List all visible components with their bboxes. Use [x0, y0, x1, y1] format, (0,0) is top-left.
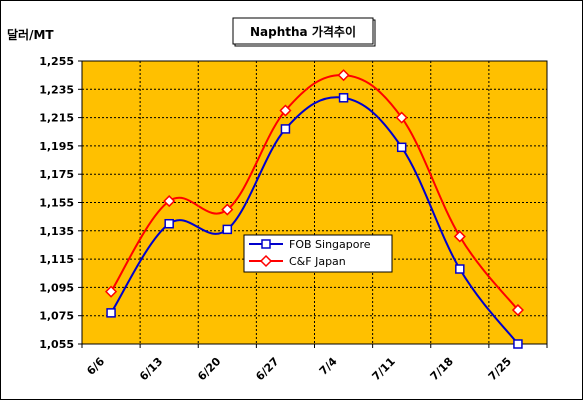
y-tick-label: 1,235	[39, 83, 74, 96]
legend-label: C&F Japan	[289, 255, 346, 268]
y-tick-label: 1,195	[39, 140, 74, 153]
chart-title-box: Naphtha 가격추이	[232, 17, 376, 47]
data-point	[455, 264, 465, 274]
data-point	[163, 195, 176, 208]
x-tick-label: 6/6	[84, 355, 107, 378]
y-tick-label: 1,135	[39, 225, 74, 238]
data-point	[337, 69, 350, 82]
data-point	[395, 111, 408, 124]
data-point	[280, 124, 291, 134]
x-tick-label: 7/25	[486, 355, 514, 383]
y-tick-label: 1,175	[39, 168, 74, 181]
y-tick-label: 1,155	[39, 197, 74, 210]
legend-marker	[259, 254, 273, 268]
data-point	[511, 303, 524, 317]
data-point	[279, 104, 292, 117]
y-tick-label: 1,115	[39, 253, 74, 266]
y-axis-ticks: 1,055 1,075 1,095 1,115 1,135 1,155 1,175 1,195…	[39, 55, 82, 351]
x-tick-label: 7/4	[317, 355, 340, 378]
x-tick-label: 6/20	[195, 355, 224, 384]
data-point	[106, 308, 116, 318]
data-point	[105, 285, 118, 298]
data-point	[164, 218, 174, 229]
y-tick-label: 1,215	[39, 112, 74, 125]
legend: FOB Singapore C&F Japan	[243, 234, 393, 273]
data-point	[453, 230, 466, 243]
title-box	[232, 17, 374, 45]
y-tick-label: 1,095	[39, 281, 74, 294]
chart-title: Naphtha 가격추이	[250, 24, 356, 39]
data-point	[396, 142, 407, 153]
x-tick-label: 6/13	[137, 355, 165, 383]
legend-marker	[261, 239, 271, 249]
series-2	[105, 69, 524, 317]
x-tick-label: 6/27	[253, 355, 281, 383]
y-tick-label: 1,255	[39, 55, 74, 68]
y-tick-label: 1,055	[39, 338, 74, 351]
y-tick-label: 1,075	[39, 310, 74, 323]
data-point	[338, 93, 349, 103]
unit-label: 달러/MT	[7, 27, 54, 42]
x-axis-ticks: 6/6 6/13 6/20 6/27 7/4 7/11 7/18 7/25	[81, 344, 548, 384]
legend-label: FOB Singapore	[289, 238, 371, 251]
series-1	[106, 93, 523, 349]
data-point	[221, 203, 234, 216]
data-point	[222, 224, 233, 235]
data-point	[513, 339, 523, 349]
x-tick-label: 7/11	[370, 355, 398, 383]
x-tick-label: 7/18	[428, 355, 456, 383]
series-layer	[105, 69, 524, 349]
